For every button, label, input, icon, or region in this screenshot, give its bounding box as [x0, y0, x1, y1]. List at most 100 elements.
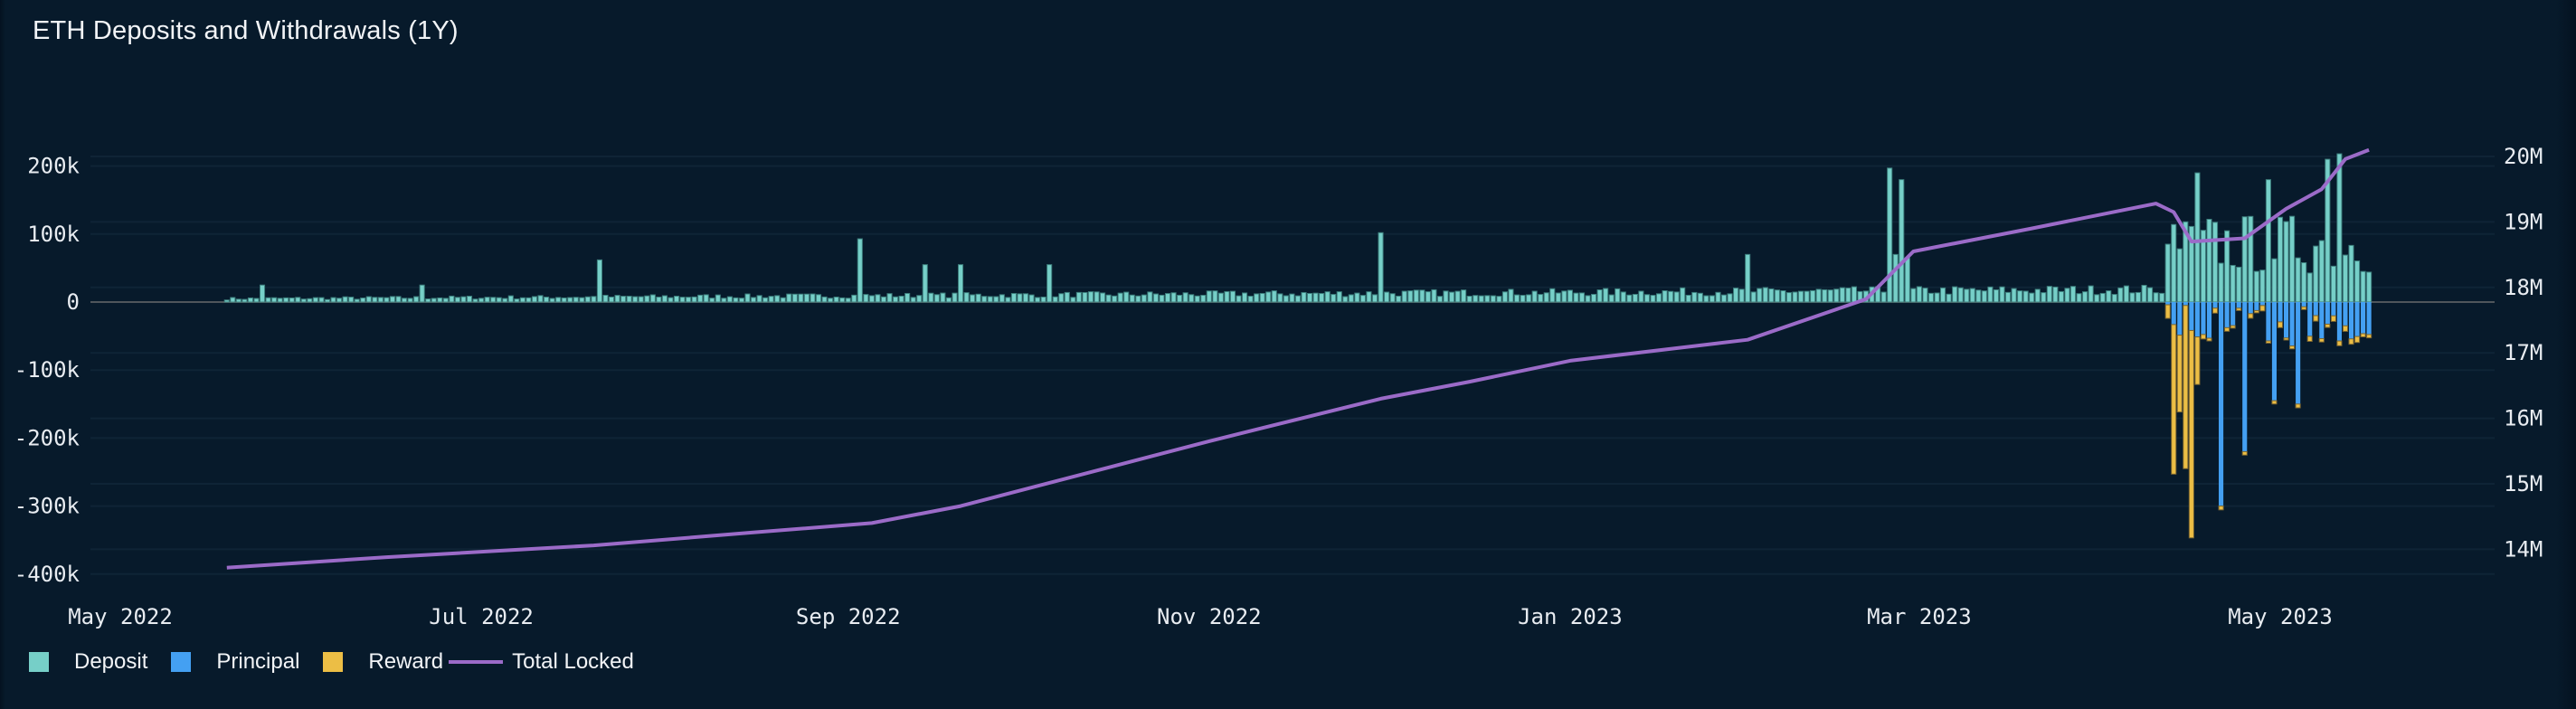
- deposit-bar[interactable]: [1757, 288, 1763, 303]
- deposit-bar[interactable]: [2253, 270, 2259, 303]
- deposit-bar[interactable]: [993, 296, 999, 303]
- deposit-bar[interactable]: [803, 293, 810, 303]
- principal-bar[interactable]: [2254, 302, 2259, 311]
- principal-bar[interactable]: [2343, 302, 2348, 326]
- deposit-bar[interactable]: [1957, 287, 1964, 303]
- deposit-bar[interactable]: [2094, 294, 2100, 303]
- deposit-bar[interactable]: [1615, 288, 1621, 303]
- deposit-bar[interactable]: [496, 297, 502, 303]
- reward-bar[interactable]: [2295, 403, 2301, 409]
- reward-bar[interactable]: [2348, 338, 2354, 345]
- deposit-bar[interactable]: [1608, 294, 1615, 303]
- deposit-bar[interactable]: [431, 298, 437, 303]
- deposit-bar[interactable]: [649, 294, 656, 303]
- deposit-bar[interactable]: [2289, 215, 2296, 303]
- deposit-bar[interactable]: [2306, 272, 2313, 303]
- deposit-bar[interactable]: [584, 296, 591, 303]
- deposit-bar[interactable]: [1916, 286, 1922, 303]
- deposit-bar[interactable]: [1662, 290, 1668, 303]
- deposit-bar[interactable]: [703, 294, 709, 303]
- deposit-bar[interactable]: [1389, 293, 1396, 303]
- deposit-bar[interactable]: [2153, 292, 2159, 303]
- deposit-bar[interactable]: [786, 293, 792, 303]
- deposit-bar[interactable]: [1359, 295, 1366, 303]
- deposit-bar[interactable]: [1798, 290, 1804, 303]
- deposit-bar[interactable]: [679, 297, 686, 303]
- deposit-bar[interactable]: [833, 296, 839, 303]
- deposit-bar[interactable]: [365, 296, 372, 303]
- deposit-bar[interactable]: [324, 298, 331, 303]
- deposit-bar[interactable]: [1815, 288, 1822, 303]
- deposit-bar[interactable]: [1052, 296, 1058, 303]
- reward-bar[interactable]: [2301, 306, 2307, 310]
- reward-bar[interactable]: [2366, 334, 2372, 339]
- deposit-bar[interactable]: [1585, 295, 1591, 303]
- deposit-bar[interactable]: [1490, 295, 1496, 303]
- deposit-bar[interactable]: [259, 284, 266, 303]
- deposit-bar[interactable]: [1147, 291, 1153, 303]
- deposit-bar[interactable]: [1152, 293, 1159, 303]
- deposit-bar[interactable]: [1028, 294, 1035, 303]
- deposit-bar[interactable]: [1407, 290, 1414, 303]
- deposit-bar[interactable]: [975, 293, 981, 303]
- reward-bar[interactable]: [2318, 337, 2325, 343]
- deposit-bar[interactable]: [709, 298, 715, 303]
- reward-bar[interactable]: [2171, 324, 2177, 475]
- deposit-bar[interactable]: [1247, 296, 1254, 303]
- deposit-bar[interactable]: [1496, 296, 1502, 303]
- deposit-bar[interactable]: [1880, 291, 1887, 303]
- deposit-bar[interactable]: [1934, 292, 1940, 303]
- deposit-bar[interactable]: [1112, 295, 1118, 303]
- deposit-bar[interactable]: [1538, 294, 1544, 303]
- deposit-bar[interactable]: [2342, 254, 2349, 303]
- deposit-bar[interactable]: [1271, 290, 1277, 303]
- deposit-bar[interactable]: [981, 296, 988, 303]
- deposit-bar[interactable]: [1561, 290, 1567, 303]
- deposit-bar[interactable]: [1691, 291, 1698, 303]
- deposit-bar[interactable]: [1306, 292, 1313, 303]
- deposit-bar[interactable]: [940, 292, 946, 303]
- deposit-bar[interactable]: [2159, 292, 2165, 303]
- deposit-bar[interactable]: [987, 296, 993, 303]
- deposit-bar[interactable]: [348, 297, 355, 303]
- deposit-bar[interactable]: [1573, 292, 1579, 303]
- deposit-bar[interactable]: [928, 292, 934, 303]
- deposit-bar[interactable]: [2336, 153, 2343, 303]
- deposit-bar[interactable]: [1022, 293, 1029, 303]
- deposit-bar[interactable]: [2176, 248, 2183, 303]
- deposit-bar[interactable]: [1578, 292, 1586, 303]
- deposit-bar[interactable]: [2301, 262, 2307, 303]
- deposit-bar[interactable]: [502, 298, 508, 303]
- deposit-bar[interactable]: [360, 298, 366, 303]
- deposit-bar[interactable]: [1331, 294, 1337, 303]
- deposit-bar[interactable]: [1697, 292, 1703, 303]
- deposit-bar[interactable]: [810, 293, 816, 303]
- deposit-bar[interactable]: [1425, 291, 1431, 303]
- deposit-bar[interactable]: [945, 297, 952, 303]
- deposit-bar[interactable]: [886, 293, 893, 303]
- deposit-bar[interactable]: [733, 297, 739, 303]
- deposit-bar[interactable]: [395, 296, 402, 303]
- deposit-bar[interactable]: [1851, 286, 1857, 303]
- deposit-bar[interactable]: [1082, 291, 1088, 303]
- deposit-bar[interactable]: [377, 297, 384, 303]
- principal-bar[interactable]: [2307, 302, 2313, 336]
- deposit-bar[interactable]: [970, 294, 976, 303]
- deposit-bar[interactable]: [2141, 284, 2147, 303]
- deposit-bar[interactable]: [1567, 289, 1573, 303]
- deposit-bar[interactable]: [715, 294, 721, 303]
- reward-bar[interactable]: [2224, 326, 2230, 332]
- deposit-bar[interactable]: [2218, 262, 2224, 303]
- deposit-bar[interactable]: [1189, 294, 1195, 303]
- principal-bar[interactable]: [2177, 302, 2183, 336]
- deposit-bar[interactable]: [1927, 292, 1935, 303]
- principal-bar[interactable]: [2296, 302, 2301, 404]
- deposit-bar[interactable]: [454, 297, 460, 303]
- deposit-bar[interactable]: [591, 296, 597, 303]
- deposit-bar[interactable]: [544, 297, 550, 303]
- reward-bar[interactable]: [2236, 307, 2242, 311]
- deposit-bar[interactable]: [656, 297, 662, 303]
- deposit-bar[interactable]: [815, 294, 822, 303]
- deposit-bar[interactable]: [478, 298, 485, 303]
- deposit-bar[interactable]: [1720, 294, 1728, 303]
